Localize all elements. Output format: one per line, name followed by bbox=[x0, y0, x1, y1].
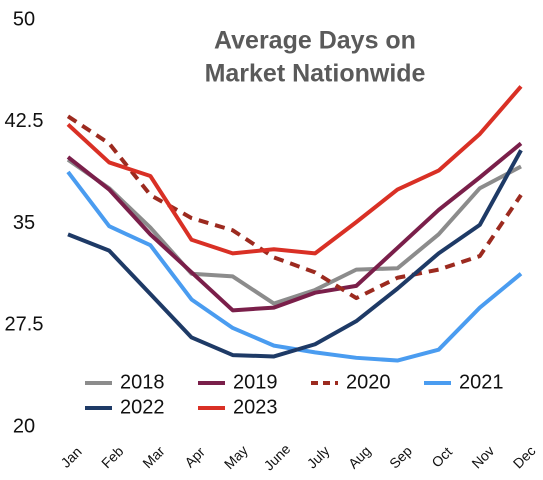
x-tick-label: Sep bbox=[386, 442, 415, 471]
x-tick-label: Mar bbox=[139, 443, 168, 472]
x-tick-label: Feb bbox=[98, 443, 127, 472]
legend-label: 2019 bbox=[233, 371, 278, 393]
x-tick-label: Apr bbox=[181, 443, 208, 470]
x-tick-label: Jan bbox=[57, 443, 84, 470]
x-tick-label: June bbox=[261, 441, 294, 474]
legend-label: 2020 bbox=[346, 371, 391, 393]
series-line bbox=[66, 141, 523, 313]
legend-label: 2018 bbox=[120, 371, 165, 393]
y-tick-label: 27.5 bbox=[5, 314, 44, 336]
series-line bbox=[67, 149, 523, 359]
y-tick-label: 35 bbox=[13, 212, 35, 234]
x-tick-label: May bbox=[221, 442, 251, 472]
x-tick-label: Aug bbox=[345, 443, 374, 472]
legend-label: 2021 bbox=[459, 371, 504, 393]
series-line bbox=[66, 158, 522, 306]
y-tick-label: 20 bbox=[13, 415, 35, 437]
chart-title: Average Days on bbox=[214, 27, 416, 55]
y-tick-label: 50 bbox=[13, 8, 35, 30]
x-tick-label: July bbox=[304, 443, 333, 472]
legend-label: 2022 bbox=[120, 396, 165, 418]
series-line bbox=[66, 114, 523, 301]
y-tick-label: 42.5 bbox=[5, 110, 44, 132]
series-line bbox=[66, 85, 523, 256]
legend-label: 2023 bbox=[233, 396, 278, 418]
x-tick-label: Nov bbox=[468, 443, 497, 472]
x-tick-label: Dec bbox=[510, 443, 539, 472]
x-tick-label: Oct bbox=[428, 444, 455, 471]
chart-title: Market Nationwide bbox=[205, 60, 426, 88]
